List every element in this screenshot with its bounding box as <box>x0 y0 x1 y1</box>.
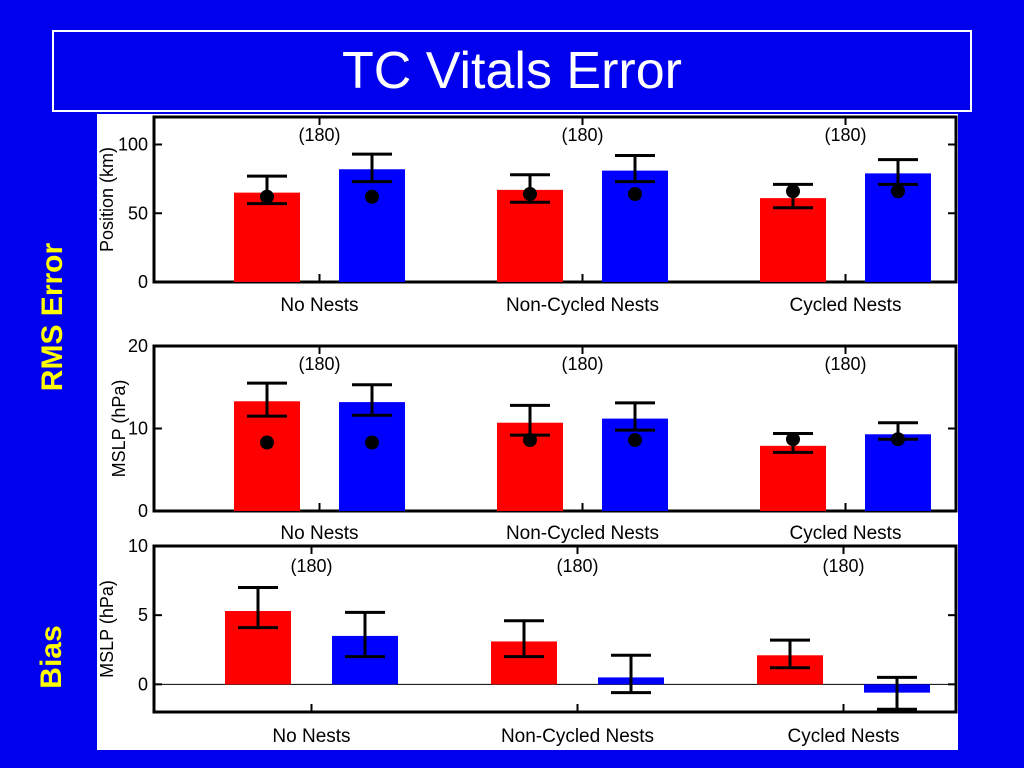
bar <box>497 189 563 282</box>
mean-dot <box>891 184 905 199</box>
mean-dot <box>260 435 274 450</box>
sample-count-label: (180) <box>824 125 866 145</box>
category-label: Cycled Nests <box>790 295 902 316</box>
category-label: Non-Cycled Nests <box>501 726 654 747</box>
category-label: No Nests <box>280 295 358 316</box>
category-label: Non-Cycled Nests <box>506 295 659 316</box>
category-label: Cycled Nests <box>790 523 902 544</box>
plot-frame <box>152 544 958 714</box>
y-tick-label: 0 <box>138 501 148 521</box>
sample-count-label: (180) <box>298 125 340 145</box>
category-label: Cycled Nests <box>788 726 900 747</box>
mean-dot <box>365 189 379 204</box>
bar <box>865 434 931 511</box>
y-tick-label: 20 <box>128 336 148 356</box>
y-tick-label: 50 <box>128 203 148 223</box>
bar <box>339 402 405 511</box>
mean-dot <box>628 433 642 448</box>
y-tick-label: 10 <box>128 536 148 556</box>
category-label: No Nests <box>272 726 350 747</box>
bar <box>760 198 826 282</box>
bar <box>339 169 405 282</box>
y-tick-label: 0 <box>138 674 148 694</box>
sample-count-label: (180) <box>561 125 603 145</box>
mean-dot <box>628 187 642 201</box>
mean-dot <box>365 435 379 450</box>
bar <box>602 418 668 511</box>
rms-error-label: RMS Error <box>36 242 69 392</box>
mean-dot <box>891 432 905 447</box>
chart-panel: 0 50 100 Position (km) (180) No Nests (180) Non… <box>97 114 958 750</box>
bar <box>760 445 826 511</box>
sample-count-label: (180) <box>298 354 340 374</box>
bar <box>234 192 300 282</box>
category-label: Non-Cycled Nests <box>506 523 659 544</box>
sample-count-label: (180) <box>824 354 866 374</box>
mean-dot <box>523 187 537 201</box>
y-axis-label: Position (km) <box>97 147 117 252</box>
y-tick-label: 0 <box>138 272 148 292</box>
bar <box>234 401 300 511</box>
sample-count-label: (180) <box>822 556 864 576</box>
bias-label: Bias <box>35 625 68 689</box>
category-label: No Nests <box>280 523 358 544</box>
y-axis-label: MSLP (hPa) <box>109 380 129 478</box>
mean-dot <box>786 184 800 199</box>
y-tick-label: 5 <box>138 605 148 625</box>
y-axis-label: MSLP (hPa) <box>97 580 117 678</box>
sample-count-label: (180) <box>556 556 598 576</box>
slide-title: TC Vitals Error <box>52 30 972 112</box>
mean-dot <box>786 432 800 447</box>
sample-count-label: (180) <box>561 354 603 374</box>
y-tick-label: 100 <box>118 135 148 155</box>
mean-dot <box>523 433 537 448</box>
y-tick-label: 10 <box>128 419 148 439</box>
sample-count-label: (180) <box>290 556 332 576</box>
mean-dot <box>260 189 274 204</box>
